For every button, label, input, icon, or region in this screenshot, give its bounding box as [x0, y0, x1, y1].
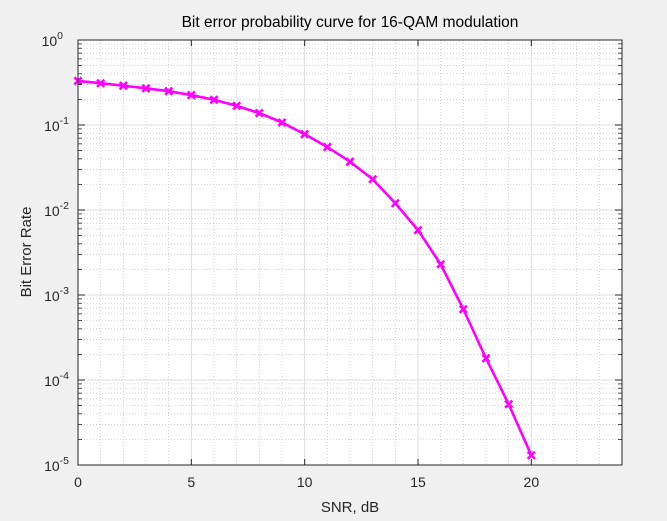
- data-point-marker-stroke: [164, 86, 174, 96]
- x-tick-label: 0: [74, 474, 82, 490]
- y-tick-label: 100: [42, 30, 64, 49]
- data-point: [413, 225, 423, 235]
- y-tick-base: 10: [44, 373, 60, 389]
- data-point: [164, 86, 174, 96]
- ticks: [77, 39, 622, 466]
- data-point-marker-stroke: [481, 353, 491, 363]
- data-point: [322, 142, 332, 152]
- y-tick-base: 10: [44, 203, 60, 219]
- data-point-marker-stroke: [254, 108, 264, 118]
- x-tick-label: 5: [187, 474, 195, 490]
- y-tick-label: 10-5: [44, 455, 69, 474]
- chart-title: Bit error probability curve for 16-QAM m…: [182, 14, 519, 31]
- axes-box: [77, 39, 623, 466]
- data-point: [186, 90, 196, 100]
- data-point-marker-stroke: [96, 78, 106, 88]
- data-point-marker-stroke: [345, 157, 355, 167]
- data-point: [209, 95, 219, 105]
- y-tick-exponent: 0: [57, 30, 63, 42]
- y-tick-exponent: -5: [60, 455, 69, 467]
- data-point: [96, 78, 106, 88]
- data-point: [504, 399, 514, 409]
- data-point-marker-stroke: [300, 129, 310, 139]
- x-axis-label: SNR, dB: [321, 499, 379, 516]
- y-tick-label: 10-3: [44, 285, 69, 304]
- data-point-marker-stroke: [504, 399, 514, 409]
- data-point-marker-stroke: [390, 198, 400, 208]
- data-point-marker-stroke: [209, 95, 219, 105]
- data-point-marker-stroke: [526, 450, 536, 460]
- y-tick-label: 10-2: [44, 200, 69, 219]
- data-point: [368, 174, 378, 184]
- data-point-marker-stroke: [368, 174, 378, 184]
- x-tick-label: 15: [410, 474, 426, 490]
- x-tick-labels: 0 5 10 15 20: [74, 474, 539, 490]
- y-tick-base: 10: [44, 288, 60, 304]
- data-point-marker-stroke: [118, 81, 128, 91]
- data-point: [141, 83, 151, 93]
- y-tick-exponent: -1: [60, 115, 69, 127]
- data-point: [277, 117, 287, 128]
- y-tick-base: 10: [44, 458, 60, 474]
- y-tick-label: 10-4: [44, 370, 69, 389]
- data-point: [458, 304, 468, 314]
- y-tick-exponent: -3: [60, 285, 69, 297]
- data-point: [232, 101, 242, 111]
- data-point-marker-stroke: [141, 83, 151, 93]
- series-layer: [73, 76, 536, 460]
- data-point: [481, 353, 491, 363]
- y-tick-exponent: -2: [60, 200, 69, 212]
- data-point: [254, 108, 264, 118]
- y-tick-base: 10: [42, 33, 58, 49]
- y-tick-exponent: -4: [60, 370, 69, 382]
- data-point-marker-stroke: [322, 142, 332, 152]
- data-point-marker-stroke: [458, 304, 468, 314]
- y-tick-label: 10-1: [44, 115, 69, 134]
- data-point: [118, 81, 128, 91]
- data-point-marker-stroke: [186, 90, 196, 100]
- y-axis-label: Bit Error Rate: [18, 207, 35, 298]
- data-point-marker-stroke: [436, 259, 446, 269]
- data-point-marker-stroke: [277, 117, 287, 128]
- x-tick-label: 10: [297, 474, 313, 490]
- data-point: [436, 259, 446, 269]
- data-point: [390, 198, 400, 208]
- data-point: [300, 129, 310, 139]
- data-point: [345, 157, 355, 167]
- x-tick-label: 20: [524, 474, 540, 490]
- y-tick-base: 10: [44, 118, 60, 134]
- data-point-marker-stroke: [413, 225, 423, 235]
- data-point-marker-stroke: [232, 101, 242, 111]
- data-point: [526, 450, 536, 460]
